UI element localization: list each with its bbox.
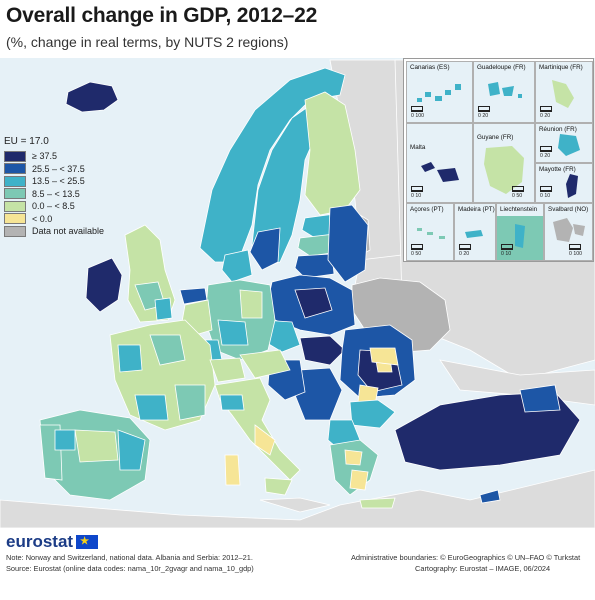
- footnote: Note: Norway and Switzerland, national d…: [6, 553, 253, 562]
- source-note: Source: Eurostat (online data codes: nam…: [6, 564, 254, 573]
- inset-shape: [497, 216, 543, 260]
- iceland: [65, 81, 119, 113]
- inset-shape: [417, 228, 445, 239]
- inset-label: Guadeloupe (FR): [477, 64, 526, 71]
- inset-label: Svalbard (NO): [548, 206, 589, 213]
- cartography-credit: Cartography: Eurostat – IMAGE, 06/2024: [415, 564, 551, 573]
- legend-header: EU = 17.0: [4, 136, 49, 147]
- map-subtitle: (%, change in real terms, by NUTS 2 regi…: [6, 34, 289, 50]
- inset-mayotte: Mayotte (FR) 0 10: [535, 163, 593, 203]
- legend-label: ≥ 37.5: [32, 151, 57, 162]
- inset-martinique: Martinique (FR) 0 20: [535, 61, 593, 123]
- greece: [329, 439, 396, 509]
- map-title: Overall change in GDP, 2012–22: [6, 4, 318, 27]
- legend-item: < 0.0: [4, 213, 144, 226]
- legend-label: 13.5 – < 25.5: [32, 176, 85, 187]
- footer: eurostat ★ Note: Norway and Switzerland,…: [0, 528, 595, 600]
- scale-bar: 0 20: [459, 244, 471, 257]
- inset-shape: [417, 84, 461, 102]
- scale-bar: 0 50: [512, 186, 524, 199]
- scale-bar: 0 20: [540, 146, 552, 159]
- legend-label: 25.5 – < 37.5: [32, 163, 85, 174]
- alpine: [209, 349, 291, 383]
- inset-maps-panel: Canarias (ES) 0 100 Guadeloupe (FR) 0 20…: [403, 58, 594, 262]
- legend-item: ≥ 37.5: [4, 150, 144, 163]
- inset-canarias: Canarias (ES) 0 100: [406, 61, 473, 123]
- scale-bar: 0 20: [540, 106, 552, 119]
- inset-label: Açores (PT): [410, 206, 444, 213]
- scale-bar: 0 50: [411, 244, 423, 257]
- inset-shape: [552, 80, 574, 108]
- scale-bar: 0 20: [478, 106, 490, 119]
- legend-swatch: [4, 163, 26, 175]
- inset-label: Liechtenstein: [500, 206, 538, 213]
- inset-malta: Malta 0 10: [406, 123, 473, 203]
- inset-label: Martinique (FR): [539, 64, 583, 71]
- legend-label: Data not available: [32, 226, 105, 237]
- inset-liechtenstein: Liechtenstein 0 10: [496, 203, 544, 261]
- inset-reunion: Réunion (FR) 0 20: [535, 123, 593, 163]
- legend-swatch: [4, 225, 26, 237]
- legend-label: < 0.0: [32, 213, 53, 224]
- inset-shape: [465, 230, 483, 238]
- inset-shape: [558, 134, 580, 156]
- cyprus: [479, 489, 501, 504]
- scale-bar: 0 100: [569, 244, 582, 257]
- sweden: [249, 103, 319, 271]
- legend-item: Data not available: [4, 225, 144, 238]
- inset-label: Mayotte (FR): [539, 166, 576, 173]
- legend-swatch: [4, 150, 26, 162]
- inset-svalbard: Svalbard (NO) 0 100: [544, 203, 593, 261]
- legend-swatch: [4, 175, 26, 187]
- legend-label: 8.5 – < 13.5: [32, 188, 80, 199]
- inset-guadeloupe: Guadeloupe (FR) 0 20: [473, 61, 535, 123]
- legend-swatch: [4, 200, 26, 212]
- admin-boundaries-credit: Administrative boundaries: © EuroGeograp…: [351, 553, 581, 562]
- inset-label: Madeira (PT): [458, 206, 495, 213]
- inset-shape: [566, 174, 578, 198]
- scale-bar: 0 10: [540, 186, 552, 199]
- inset-shape: [421, 162, 459, 182]
- inset-shape: [488, 82, 522, 98]
- eu-flag-icon: ★: [76, 535, 99, 549]
- iberia: [39, 409, 151, 501]
- inset-shape: [484, 146, 524, 194]
- legend-swatch: [4, 213, 26, 225]
- eurostat-logo: eurostat ★: [6, 532, 99, 552]
- inset-guyane: Guyane (FR) 0 50: [473, 123, 535, 203]
- legend-item: 8.5 – < 13.5: [4, 188, 144, 201]
- inset-madeira: Madeira (PT) 0 20: [454, 203, 496, 261]
- finland: [304, 91, 361, 216]
- legend-item: 0.0 – < 8.5: [4, 200, 144, 213]
- legend-item: 13.5 – < 25.5: [4, 175, 144, 188]
- inset-acores: Açores (PT) 0 50: [406, 203, 454, 261]
- legend-label: 0.0 – < 8.5: [32, 201, 75, 212]
- inset-label: Canarias (ES): [410, 64, 450, 71]
- uk-ireland: [85, 224, 176, 323]
- inset-label: Réunion (FR): [539, 126, 577, 133]
- map-legend: EU = 17.0 ≥ 37.5 25.5 – < 37.5 13.5 – < …: [4, 136, 144, 238]
- inset-shape: [553, 218, 585, 242]
- scale-bar: 0 10: [411, 186, 423, 199]
- turkey: [394, 384, 581, 471]
- scale-bar: 0 100: [411, 106, 424, 119]
- france: [109, 319, 216, 431]
- inset-label: Guyane (FR): [477, 134, 514, 141]
- legend-item: 25.5 – < 37.5: [4, 163, 144, 176]
- scale-bar: 0 10: [501, 244, 513, 257]
- inset-label: Malta: [410, 144, 426, 151]
- legend-swatch: [4, 188, 26, 200]
- italy: [214, 377, 301, 496]
